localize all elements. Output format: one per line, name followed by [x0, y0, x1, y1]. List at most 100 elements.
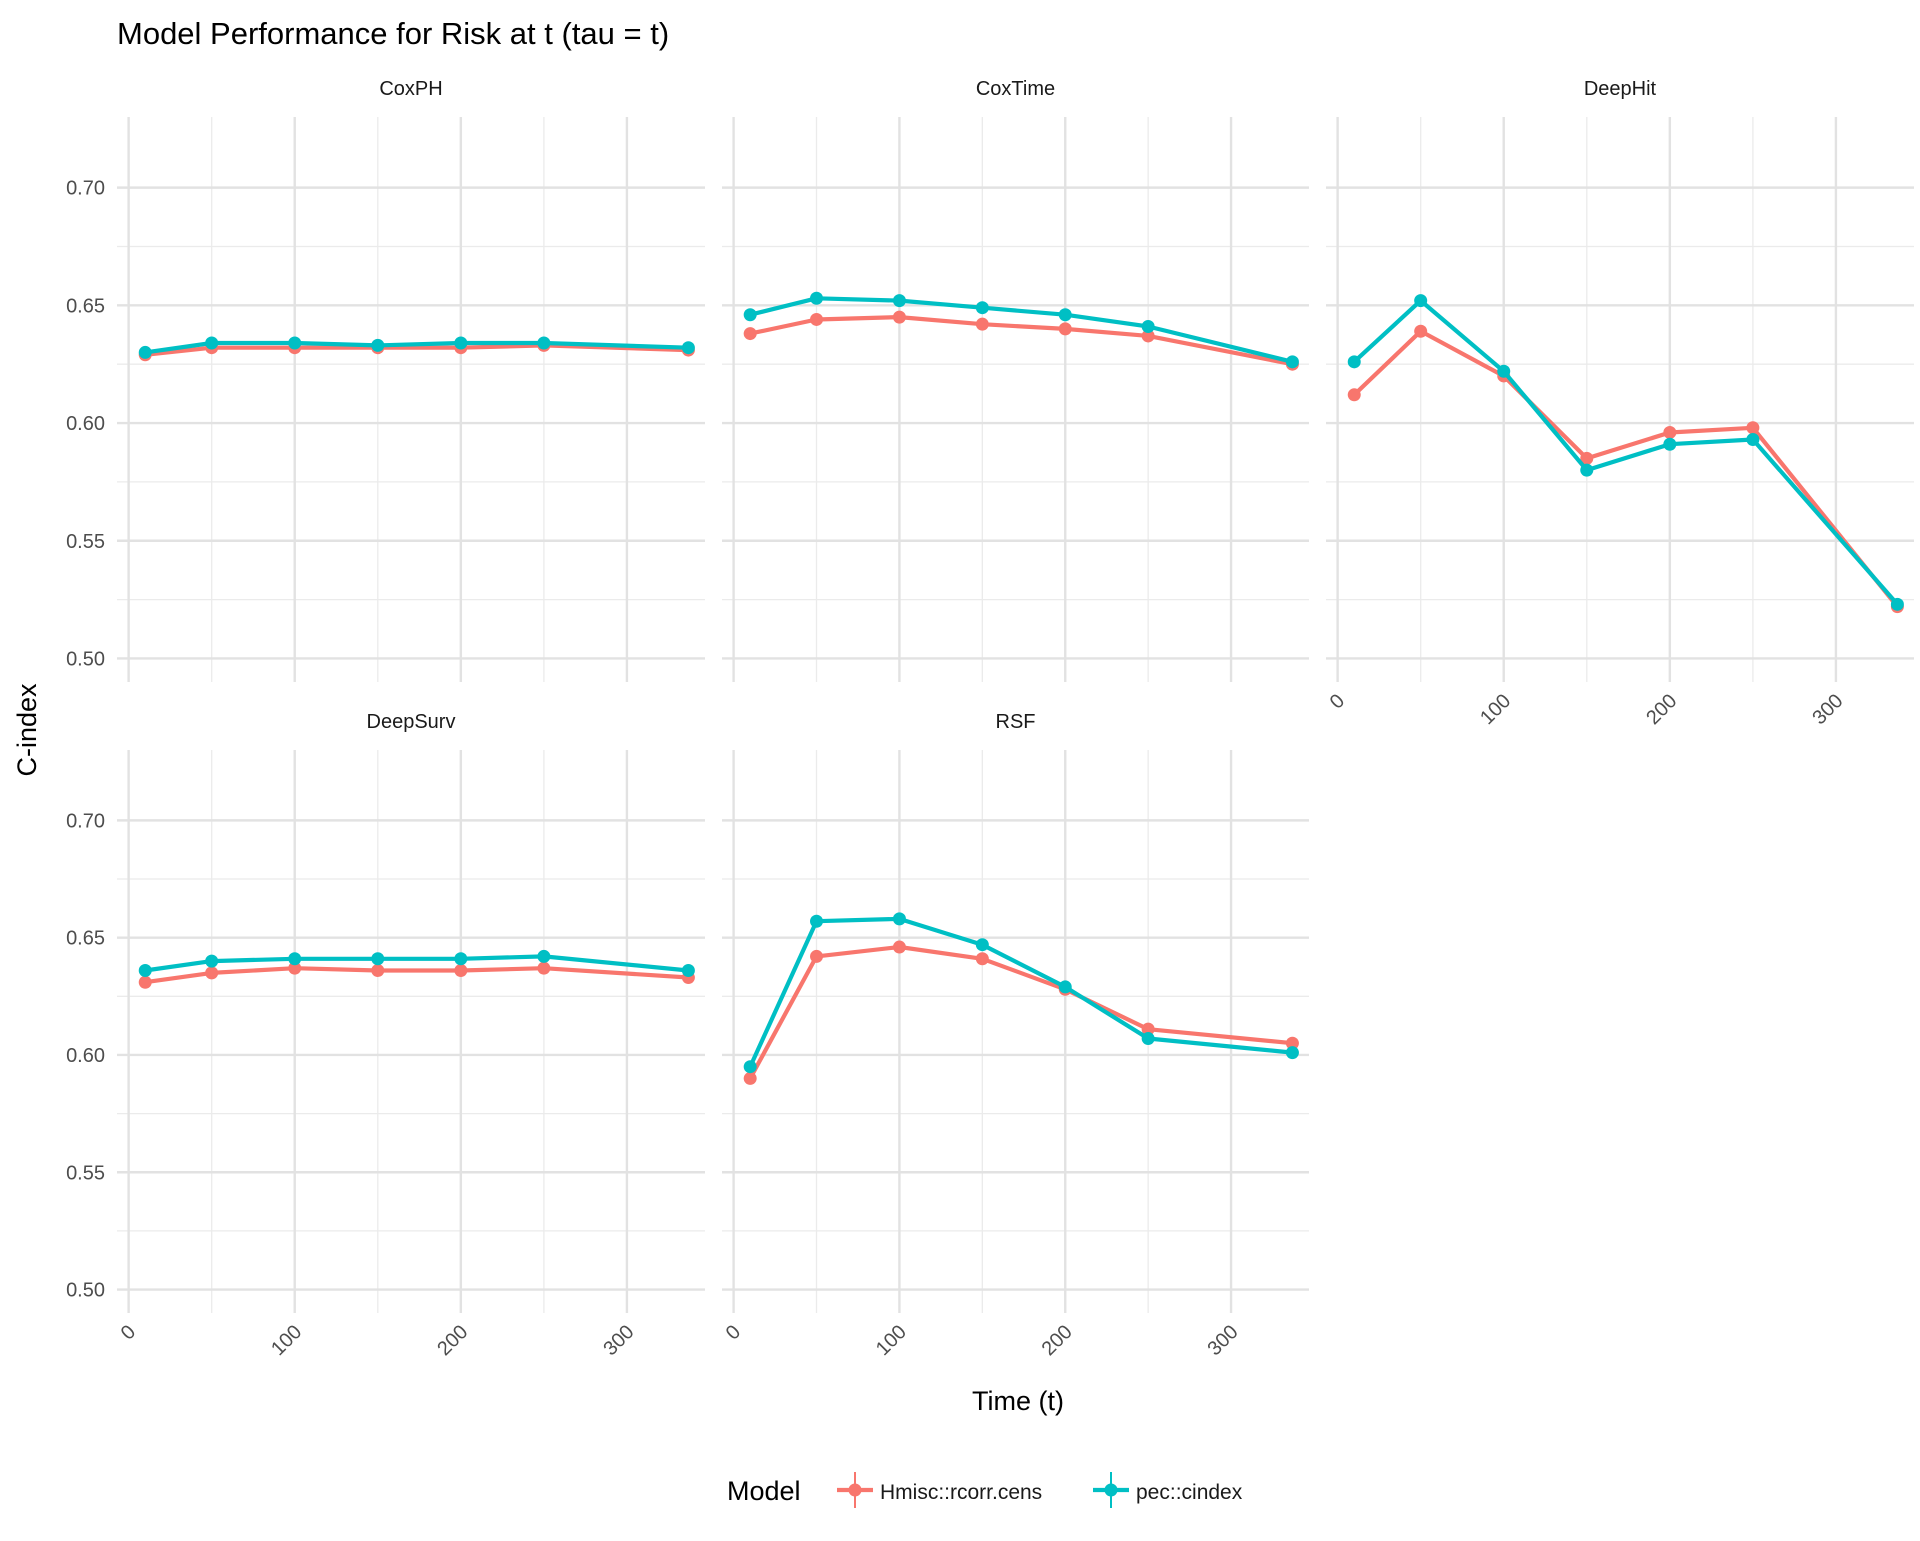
- data-point-hmisc: [743, 327, 757, 341]
- x-tick-label: 300: [1203, 1321, 1242, 1360]
- x-tick-label: 0: [117, 1321, 140, 1344]
- data-point-hmisc: [537, 961, 551, 975]
- panel-coxtime: CoxTime: [722, 78, 1309, 682]
- data-point-hmisc: [892, 940, 906, 954]
- data-point-hmisc: [138, 975, 152, 989]
- data-point-pec: [681, 964, 695, 978]
- series-line-pec-rsf: [748, 916, 1293, 1068]
- panel-title-deephit: DeepHit: [1584, 78, 1657, 100]
- series-line-pec-deepsurv: [144, 954, 689, 973]
- data-point-hmisc: [1414, 324, 1428, 338]
- data-point-pec: [1141, 320, 1155, 334]
- panel-deepsurv: DeepSurv 0.50 0.55 0.60 0.65 0.70 0 100 200 300: [66, 711, 705, 1360]
- legend-label-pec: pec::cindex: [1136, 1481, 1243, 1504]
- data-point-pec: [1746, 433, 1760, 447]
- data-point-pec: [138, 964, 152, 978]
- data-point-pec: [1285, 355, 1299, 369]
- legend-key-pec: [1093, 1472, 1129, 1508]
- panel-title-rsf: RSF: [996, 711, 1036, 733]
- data-point-hmisc: [975, 952, 989, 966]
- data-point-pec: [205, 336, 219, 350]
- data-point-pec: [1058, 308, 1072, 322]
- data-point-pec: [975, 938, 989, 952]
- data-point-pec: [454, 952, 468, 966]
- panel-title-coxtime: CoxTime: [976, 78, 1055, 100]
- data-point-pec: [537, 336, 551, 350]
- data-point-hmisc: [975, 317, 989, 331]
- y-tick-label: 0.50: [66, 648, 105, 670]
- panel-coxph: CoxPH 0.50 0.55 0.60 0.65 0.70: [66, 78, 705, 682]
- data-point-pec: [1141, 1032, 1155, 1046]
- data-point-pec: [892, 912, 906, 926]
- data-point-pec: [138, 345, 152, 359]
- data-point-pec: [1058, 980, 1072, 994]
- data-point-pec: [743, 308, 757, 322]
- y-tick-label: 0.70: [66, 810, 105, 832]
- data-point-hmisc: [892, 310, 906, 324]
- data-point-pec: [892, 294, 906, 308]
- y-tick-label: 0.55: [66, 531, 105, 553]
- x-tick-label: 200: [1642, 690, 1681, 729]
- data-point-hmisc: [1058, 322, 1072, 336]
- panels-layer: CoxPH 0.50 0.55 0.60 0.65 0.70 CoxTime DeepHit 0…: [66, 78, 1914, 1360]
- data-point-hmisc: [1141, 1022, 1155, 1036]
- data-point-pec: [1497, 364, 1511, 378]
- data-point-pec: [537, 949, 551, 963]
- data-point-pec: [1890, 597, 1904, 611]
- legend-title: Model: [727, 1476, 801, 1506]
- series-line-pec-coxtime: [749, 296, 1293, 364]
- data-point-pec: [205, 954, 219, 968]
- data-point-hmisc: [810, 312, 824, 326]
- legend-key-point: [1104, 1483, 1118, 1497]
- series-line-hmisc-deepsurv: [144, 966, 689, 985]
- y-tick-label: 0.60: [66, 413, 105, 435]
- legend-label-hmisc: Hmisc::rcorr.cens: [880, 1481, 1042, 1504]
- x-tick-label: 200: [433, 1321, 472, 1360]
- data-point-pec: [1663, 437, 1677, 451]
- data-point-pec: [454, 336, 468, 350]
- x-axis-label: Time (t): [972, 1386, 1064, 1416]
- data-point-pec: [1580, 463, 1594, 477]
- data-point-pec: [1347, 355, 1361, 369]
- data-point-hmisc: [454, 964, 468, 978]
- data-point-hmisc: [1285, 1036, 1299, 1050]
- series-line-hmisc-deephit: [1352, 329, 1900, 609]
- y-tick-label: 0.70: [66, 178, 105, 200]
- x-tick-label: 200: [1038, 1321, 1077, 1360]
- data-point-hmisc: [1663, 425, 1677, 439]
- x-tick-label: 300: [1808, 690, 1847, 729]
- panel-deephit: DeepHit 0 100 200 300: [1326, 78, 1914, 729]
- data-point-hmisc: [371, 964, 385, 978]
- panel-title-coxph: CoxPH: [379, 78, 442, 100]
- x-tick-label: 100: [267, 1321, 306, 1360]
- data-point-pec: [288, 336, 302, 350]
- y-tick-label: 0.65: [66, 928, 105, 950]
- y-tick-label: 0.55: [66, 1162, 105, 1184]
- data-point-pec: [810, 291, 824, 305]
- data-point-hmisc: [1580, 451, 1594, 465]
- y-tick-label: 0.65: [66, 295, 105, 317]
- data-point-pec: [371, 952, 385, 966]
- x-tick-label: 100: [1476, 690, 1515, 729]
- y-axis-label: C-index: [12, 683, 42, 777]
- data-point-pec: [743, 1060, 757, 1074]
- chart-title: Model Performance for Risk at t (tau = t…: [117, 16, 669, 51]
- y-tick-label: 0.60: [66, 1045, 105, 1067]
- data-point-pec: [1414, 294, 1428, 308]
- x-tick-label: 0: [1326, 690, 1349, 713]
- data-point-pec: [810, 914, 824, 928]
- data-point-hmisc: [288, 961, 302, 975]
- data-point-pec: [371, 338, 385, 352]
- x-tick-label: 0: [722, 1321, 745, 1344]
- y-tick-label: 0.50: [66, 1280, 105, 1302]
- data-point-hmisc: [1347, 388, 1361, 402]
- x-tick-label: 100: [872, 1321, 911, 1360]
- data-point-hmisc: [743, 1071, 757, 1085]
- data-point-hmisc: [810, 949, 824, 963]
- data-point-pec: [681, 341, 695, 355]
- series-line-pec-deephit: [1352, 298, 1899, 606]
- data-point-hmisc: [205, 966, 219, 980]
- legend-key-hmisc: [837, 1472, 873, 1508]
